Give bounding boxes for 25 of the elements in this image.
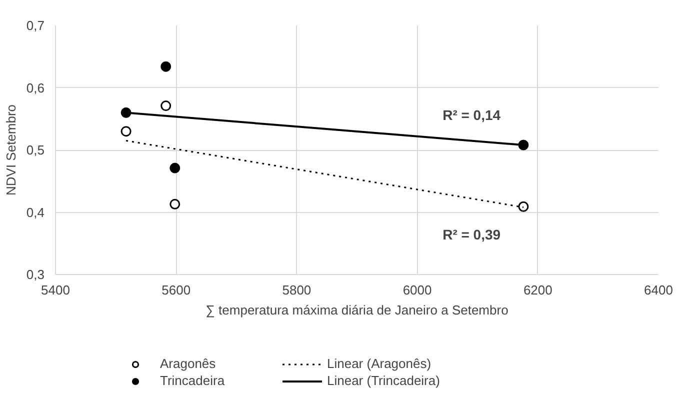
point: [160, 100, 172, 112]
x-tick-label: 5400: [41, 282, 70, 298]
x-tick-label: 6200: [523, 282, 552, 298]
point: [170, 162, 180, 174]
annotation: R² = 0,14: [442, 107, 501, 124]
y-tick-label: 0,3: [26, 267, 45, 282]
x-tick-label: 6400: [644, 282, 673, 298]
x-axis-title: ∑ temperatura máxima diária de Janeiro a Setembro: [206, 302, 508, 318]
x-tick-label: 5800: [282, 282, 312, 298]
point: [170, 198, 180, 210]
point: [120, 126, 132, 137]
point: [160, 61, 172, 72]
legend-label: Trincadeira: [160, 373, 226, 388]
point: [518, 201, 529, 212]
y-axis-title: NDVI Setembro: [3, 104, 18, 196]
annotation: R² = 0,39: [442, 226, 501, 243]
y-tick-label: 0,6: [26, 80, 45, 96]
y-tick-label: 0,5: [26, 142, 45, 158]
x-tick-label: 6000: [402, 282, 432, 298]
legend-label: Linear (Aragonês): [327, 356, 432, 371]
x-tick-label: 5600: [162, 282, 191, 298]
legend-label: Aragonês: [160, 356, 217, 371]
y-tick-label: 0,7: [26, 18, 45, 33]
y-tick-label: 0,4: [26, 204, 45, 220]
legend-label: Linear (Trincadeira): [327, 373, 441, 388]
